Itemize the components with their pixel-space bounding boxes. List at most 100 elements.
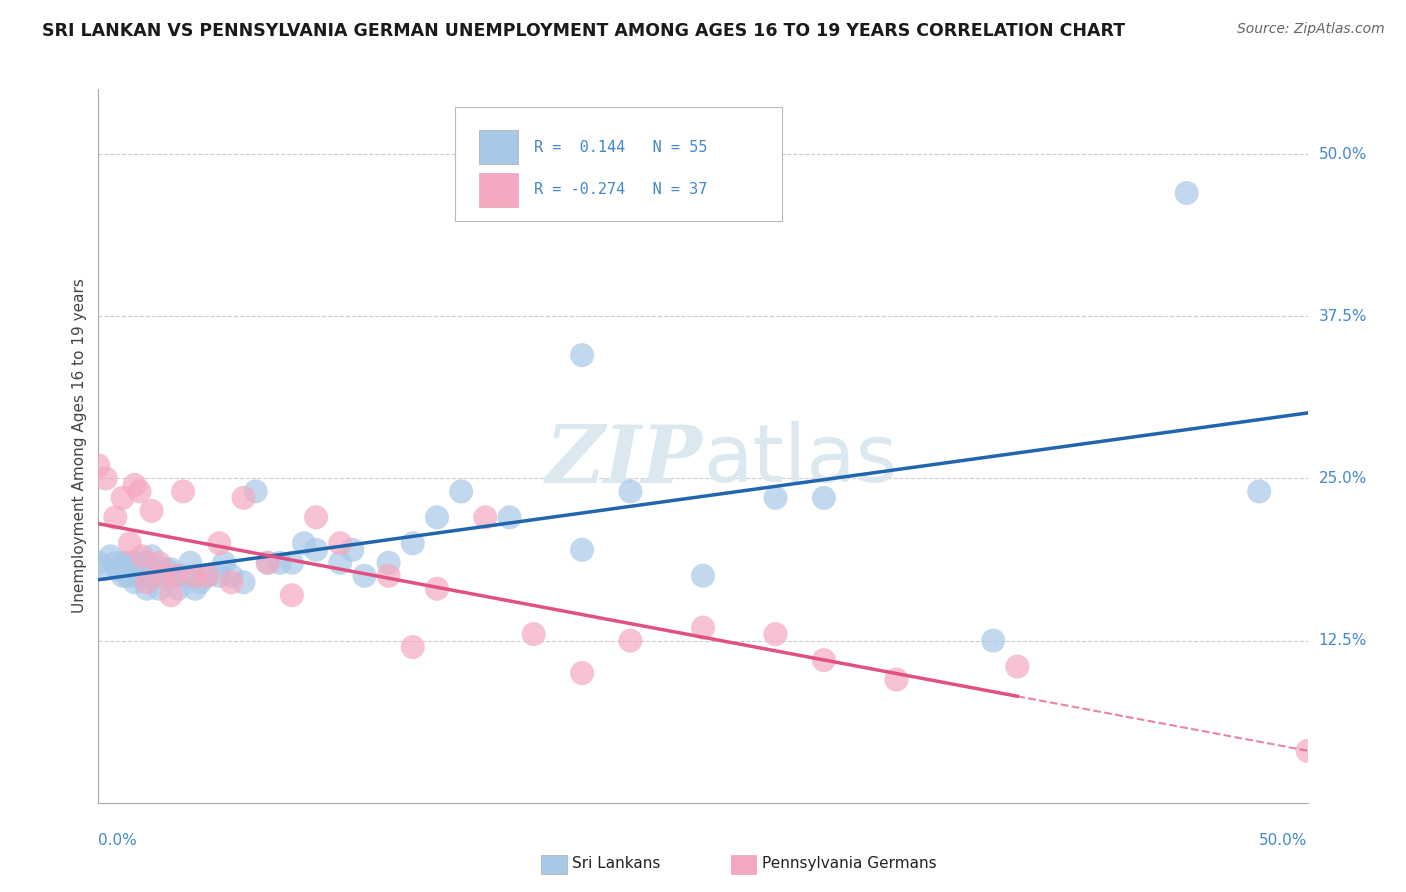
Text: R = -0.274   N = 37: R = -0.274 N = 37 — [534, 182, 707, 197]
Point — [245, 484, 267, 499]
Point — [107, 562, 129, 576]
Point — [148, 568, 170, 582]
Point — [104, 510, 127, 524]
Point — [571, 666, 593, 681]
Text: ZIP: ZIP — [546, 422, 703, 499]
Point — [141, 549, 163, 564]
Text: 25.0%: 25.0% — [1319, 471, 1367, 486]
Point — [124, 568, 146, 582]
Point — [1007, 659, 1029, 673]
Point — [117, 568, 139, 582]
Point — [256, 556, 278, 570]
Point — [87, 556, 110, 570]
Point — [118, 556, 141, 570]
Point — [221, 568, 243, 582]
Point — [160, 588, 183, 602]
Point — [167, 582, 190, 596]
Text: Sri Lankans: Sri Lankans — [572, 856, 661, 871]
Point — [692, 621, 714, 635]
Point — [128, 484, 150, 499]
Point — [148, 582, 170, 596]
Point — [148, 556, 170, 570]
Point — [111, 556, 134, 570]
Point — [813, 491, 835, 505]
Point — [886, 673, 908, 687]
Point — [269, 556, 291, 570]
Point — [1175, 186, 1198, 200]
Point — [172, 568, 194, 582]
Point — [195, 568, 218, 582]
Point — [124, 575, 146, 590]
Point — [281, 556, 304, 570]
Point — [195, 568, 218, 582]
Text: 37.5%: 37.5% — [1319, 309, 1367, 324]
Point — [765, 627, 787, 641]
Point — [377, 556, 399, 570]
Point — [571, 348, 593, 362]
Point — [692, 568, 714, 582]
Text: 50.0%: 50.0% — [1260, 833, 1308, 848]
FancyBboxPatch shape — [479, 173, 517, 207]
Point — [135, 575, 157, 590]
Text: 50.0%: 50.0% — [1319, 146, 1367, 161]
Point — [232, 575, 254, 590]
Point — [342, 542, 364, 557]
Point — [152, 568, 174, 582]
Point — [184, 582, 207, 596]
Point — [474, 510, 496, 524]
Text: atlas: atlas — [703, 421, 897, 500]
Point — [124, 478, 146, 492]
Point — [94, 562, 117, 576]
Point — [172, 484, 194, 499]
Point — [1249, 484, 1271, 499]
Text: Source: ZipAtlas.com: Source: ZipAtlas.com — [1237, 22, 1385, 37]
Point — [305, 542, 328, 557]
Point — [94, 471, 117, 485]
Point — [131, 568, 153, 582]
Text: 0.0%: 0.0% — [98, 833, 138, 848]
Point — [402, 640, 425, 654]
FancyBboxPatch shape — [456, 107, 782, 221]
Point — [221, 575, 243, 590]
Point — [208, 536, 231, 550]
Point — [450, 484, 472, 499]
Point — [87, 458, 110, 473]
Point — [111, 568, 134, 582]
Point — [131, 549, 153, 564]
Text: 12.5%: 12.5% — [1319, 633, 1367, 648]
Point — [377, 568, 399, 582]
Point — [179, 556, 201, 570]
Point — [281, 588, 304, 602]
Text: SRI LANKAN VS PENNSYLVANIA GERMAN UNEMPLOYMENT AMONG AGES 16 TO 19 YEARS CORRELA: SRI LANKAN VS PENNSYLVANIA GERMAN UNEMPL… — [42, 22, 1125, 40]
Point — [232, 491, 254, 505]
Point — [402, 536, 425, 550]
Point — [292, 536, 315, 550]
Point — [353, 568, 375, 582]
Point — [208, 568, 231, 582]
Point — [1296, 744, 1319, 758]
Point — [184, 568, 207, 582]
Point — [165, 568, 187, 582]
Point — [523, 627, 546, 641]
Point — [426, 582, 449, 596]
Point — [104, 556, 127, 570]
Point — [135, 556, 157, 570]
Point — [160, 562, 183, 576]
Point — [118, 536, 141, 550]
Point — [141, 504, 163, 518]
Point — [329, 556, 352, 570]
Y-axis label: Unemployment Among Ages 16 to 19 years: Unemployment Among Ages 16 to 19 years — [72, 278, 87, 614]
Point — [160, 568, 183, 582]
Point — [498, 510, 520, 524]
Text: Pennsylvania Germans: Pennsylvania Germans — [762, 856, 936, 871]
Point — [981, 633, 1004, 648]
Point — [765, 491, 787, 505]
Point — [619, 484, 641, 499]
Point — [111, 491, 134, 505]
Point — [111, 562, 134, 576]
Point — [426, 510, 449, 524]
Point — [127, 556, 149, 570]
Text: R =  0.144   N = 55: R = 0.144 N = 55 — [534, 139, 707, 154]
FancyBboxPatch shape — [479, 130, 517, 164]
Point — [155, 562, 177, 576]
